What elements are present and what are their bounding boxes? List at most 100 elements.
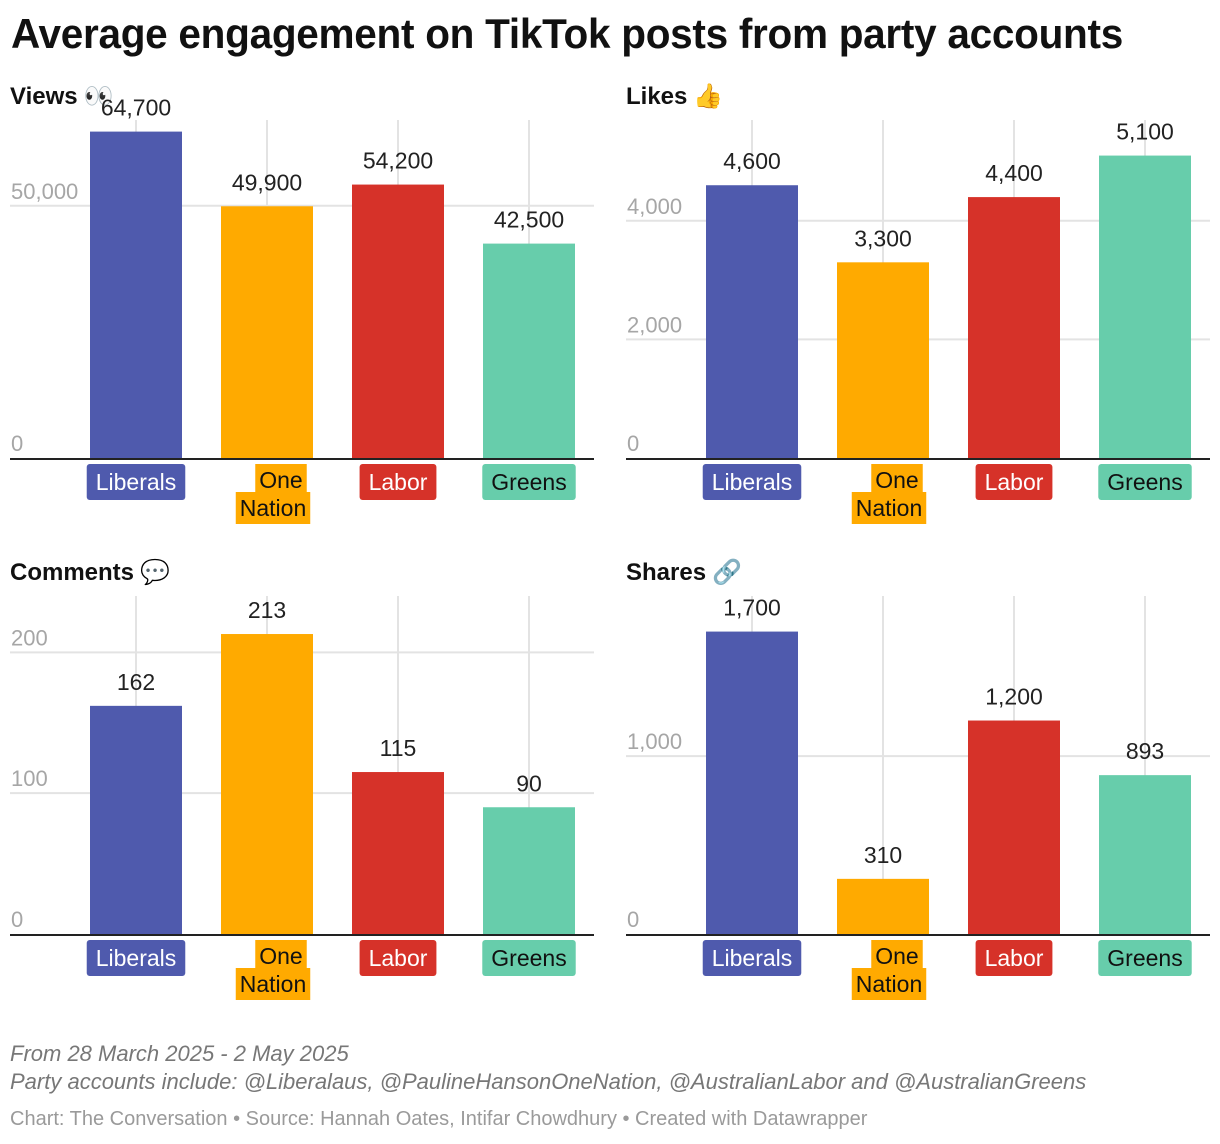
svg-text:One: One — [259, 943, 302, 969]
value-label-labor: 115 — [380, 735, 417, 761]
value-label-one-nation: 3,300 — [854, 225, 912, 251]
y-tick-label: 4,000 — [627, 194, 682, 219]
link-icon: 🔗 — [712, 558, 742, 586]
value-label-greens: 5,100 — [1116, 119, 1174, 145]
category-label-one-nation: OneNation — [235, 940, 311, 1000]
svg-text:Greens: Greens — [491, 469, 566, 495]
value-label-labor: 1,200 — [985, 684, 1043, 710]
category-label-labor: Labor — [359, 464, 437, 500]
likes-panel-title: Likes — [626, 83, 688, 110]
bar-greens — [483, 243, 575, 458]
likes-panel: Likes 👍 0 2,000 4,000 4,600 3,300 4,400 5,100 Li… — [626, 82, 1220, 524]
category-label-labor: Labor — [359, 940, 437, 976]
y-tick-label: 100 — [11, 766, 48, 791]
value-label-greens: 42,500 — [494, 207, 564, 233]
bar-liberals — [706, 185, 798, 458]
svg-text:Greens: Greens — [1107, 469, 1182, 495]
y-tick-label: 0 — [627, 431, 639, 456]
speech-bubble-icon: 💬 — [140, 558, 170, 586]
date-range-note: From 28 March 2025 - 2 May 2025 — [10, 1041, 349, 1066]
svg-text:One: One — [875, 467, 918, 493]
value-label-one-nation: 49,900 — [232, 169, 302, 195]
likes-bar-chart: 0 2,000 4,000 4,600 3,300 4,400 5,100 Liberals O… — [626, 119, 1210, 524]
category-label-liberals: Liberals — [702, 464, 802, 500]
bar-one-nation — [221, 634, 313, 934]
shares-panel-title: Shares — [626, 559, 707, 586]
svg-text:Greens: Greens — [1107, 945, 1182, 971]
y-tick-label: 0 — [11, 907, 23, 932]
value-label-labor: 54,200 — [363, 148, 433, 174]
svg-text:Liberals: Liberals — [96, 469, 177, 495]
svg-text:Labor: Labor — [985, 945, 1044, 971]
svg-text:Liberals: Liberals — [712, 469, 793, 495]
category-label-liberals: Liberals — [86, 464, 186, 500]
svg-text:Nation: Nation — [240, 495, 306, 521]
bar-one-nation — [221, 206, 313, 458]
svg-text:Liberals: Liberals — [96, 945, 177, 971]
svg-text:Nation: Nation — [856, 495, 922, 521]
value-label-liberals: 162 — [117, 669, 155, 695]
category-label-one-nation: OneNation — [235, 464, 311, 524]
panel-title: Views 👀 — [10, 82, 114, 111]
svg-text:Liberals: Liberals — [712, 945, 793, 971]
bar-greens — [1099, 775, 1191, 934]
bar-liberals — [90, 705, 182, 934]
value-label-labor: 4,400 — [985, 160, 1043, 186]
svg-text:One: One — [875, 943, 918, 969]
svg-text:Greens: Greens — [491, 945, 566, 971]
shares-bar-chart: 0 1,000 1,700 310 1,200 893 Liberals OneNation L… — [626, 595, 1210, 1000]
value-label-greens: 90 — [516, 770, 542, 796]
comments-panel-title: Comments — [10, 559, 135, 586]
accounts-note: Party accounts include: @Liberalaus, @Pa… — [10, 1069, 1087, 1094]
bar-liberals — [706, 631, 798, 934]
svg-text:Labor: Labor — [985, 469, 1044, 495]
y-tick-label: 50,000 — [11, 179, 78, 204]
bar-one-nation — [837, 878, 929, 934]
eyes-icon: 👀 — [83, 82, 114, 110]
value-label-liberals: 1,700 — [723, 595, 781, 621]
bar-liberals — [90, 131, 182, 459]
views-bar-chart: 0 50,000 64,700 49,900 54,200 42,500 Liberals O… — [10, 95, 594, 524]
category-label-greens: Greens — [1098, 464, 1192, 500]
panel-title: Comments 💬 — [10, 558, 170, 587]
y-tick-label: 1,000 — [627, 729, 682, 754]
category-label-labor: Labor — [975, 464, 1053, 500]
category-label-labor: Labor — [975, 940, 1053, 976]
footer-notes: From 28 March 2025 - 2 May 2025 Party ac… — [10, 1040, 1086, 1096]
views-panel: Views 👀 0 50,000 64,700 49,900 54,200 42,500 Li… — [10, 82, 610, 524]
category-label-one-nation: OneNation — [851, 940, 927, 1000]
views-panel-title: Views — [10, 83, 78, 110]
bar-labor — [968, 720, 1060, 934]
shares-panel: Shares 🔗 0 1,000 1,700 310 1,200 893 Liberals On… — [626, 558, 1220, 1000]
bar-greens — [483, 807, 575, 934]
y-tick-label: 2,000 — [627, 312, 682, 337]
source-credit: Chart: The Conversation • Source: Hannah… — [10, 1108, 868, 1130]
y-tick-label: 200 — [11, 625, 48, 650]
category-label-liberals: Liberals — [702, 940, 802, 976]
panel-title: Shares 🔗 — [626, 558, 742, 587]
bar-labor — [968, 197, 1060, 459]
svg-text:Labor: Labor — [369, 945, 428, 971]
y-tick-label: 0 — [11, 431, 23, 456]
bar-greens — [1099, 155, 1191, 458]
value-label-liberals: 4,600 — [723, 148, 781, 174]
bar-labor — [352, 772, 444, 934]
bar-one-nation — [837, 262, 929, 458]
category-label-liberals: Liberals — [86, 940, 186, 976]
bar-labor — [352, 184, 444, 459]
chart-title: Average engagement on TikTok posts from … — [11, 10, 1123, 57]
comments-panel: Comments 💬 0 100 200 162 213 115 90 Liberals One N… — [10, 558, 610, 1000]
svg-text:Labor: Labor — [369, 469, 428, 495]
svg-text:Nation: Nation — [856, 971, 922, 997]
category-label-greens: Greens — [1098, 940, 1192, 976]
svg-text:One: One — [259, 467, 302, 493]
category-label-greens: Greens — [482, 940, 576, 976]
value-label-liberals: 64,700 — [101, 95, 171, 121]
value-label-greens: 893 — [1126, 738, 1164, 764]
thumbs-up-icon: 👍 — [693, 82, 724, 110]
category-label-greens: Greens — [482, 464, 576, 500]
svg-text:Nation: Nation — [240, 971, 306, 997]
value-label-one-nation: 310 — [864, 842, 902, 868]
comments-bar-chart: 0 100 200 162 213 115 90 Liberals OneNation Labor… — [10, 596, 594, 1000]
value-label-one-nation: 213 — [248, 597, 286, 623]
